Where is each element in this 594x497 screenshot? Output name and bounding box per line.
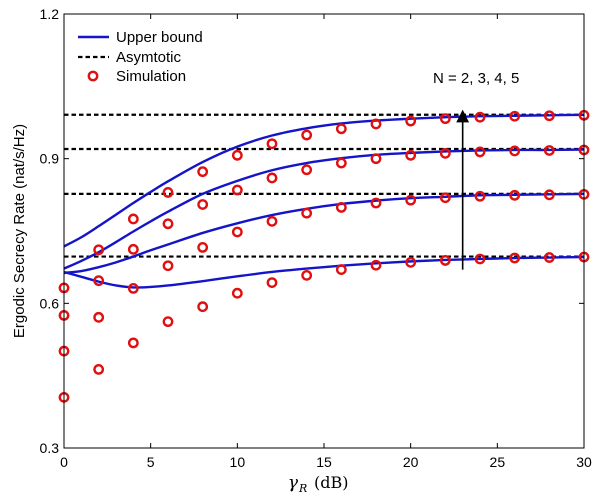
simulation-point: [439, 255, 451, 266]
simulation-point: [335, 201, 347, 213]
simulation-point: [231, 184, 243, 196]
simulation-point: [509, 189, 521, 201]
simulation-point: [405, 115, 417, 127]
y-tick-label: 0.3: [40, 440, 60, 456]
simulation-markers: [58, 109, 590, 403]
simulation-point: [509, 145, 521, 157]
x-axis-label-subscript: R: [298, 482, 307, 495]
upper-bound-curves: [64, 113, 584, 289]
asymptote-lines: [64, 113, 584, 258]
simulation-point: [474, 111, 486, 123]
simulation-point: [266, 277, 278, 288]
x-tick-label: 30: [576, 454, 592, 470]
upper-bound-curve-5: [64, 113, 584, 248]
simulation-point: [301, 269, 313, 281]
simulation-point: [231, 287, 243, 299]
simulation-point: [266, 138, 278, 150]
simulation-point: [370, 197, 382, 209]
annotation-text: N = 2, 3, 4, 5: [433, 70, 519, 87]
x-tick-label: 5: [147, 454, 155, 470]
simulation-point: [405, 256, 417, 268]
x-axis-label-unit: (dB): [314, 473, 348, 492]
simulation-point: [231, 149, 243, 161]
x-axis-label: γ R (dB): [288, 473, 349, 495]
simulation-point: [370, 153, 382, 165]
simulation-point: [301, 129, 313, 141]
x-tick-label: 15: [316, 454, 332, 470]
y-tick-label: 0.9: [40, 151, 60, 167]
simulation-point: [370, 259, 382, 271]
simulation-point: [439, 147, 451, 159]
simulation-point: [543, 189, 555, 201]
legend: Upper bound Asymtotic Simulation: [78, 29, 203, 85]
simulation-point: [474, 253, 486, 265]
simulation-point: [474, 146, 486, 158]
simulation-point: [162, 316, 174, 328]
annotation: N = 2, 3, 4, 5: [433, 70, 519, 270]
simulation-point: [127, 282, 139, 294]
simulation-point: [93, 275, 105, 287]
simulation-point: [266, 172, 278, 184]
simulation-point: [405, 194, 417, 206]
x-tick-label: 20: [403, 454, 419, 470]
simulation-point: [543, 110, 555, 122]
simulation-point: [301, 207, 313, 219]
simulation-point: [543, 252, 555, 263]
simulation-point: [197, 199, 209, 210]
y-axis-label: Ergodic Secrecy Rate (nat/s/Hz): [11, 124, 28, 338]
x-tick-label: 10: [230, 454, 246, 470]
simulation-point: [197, 166, 209, 178]
x-tick-label: 0: [60, 454, 68, 470]
y-tick-label: 0.6: [40, 295, 60, 311]
simulation-point: [231, 226, 243, 238]
simulation-point: [405, 149, 417, 161]
x-axis-label-symbol: γ: [288, 473, 299, 493]
legend-swatch-simulation: [87, 70, 99, 82]
simulation-point: [509, 252, 521, 264]
y-tick-label: 1.2: [40, 6, 60, 22]
simulation-point: [162, 187, 174, 198]
simulation-point: [197, 241, 209, 253]
simulation-point: [439, 192, 451, 204]
simulation-point: [197, 301, 209, 313]
simulation-point: [93, 311, 105, 323]
x-tick-label: 25: [490, 454, 506, 470]
simulation-point: [93, 244, 105, 256]
simulation-point: [162, 260, 174, 272]
simulation-point: [439, 113, 451, 125]
legend-label-upper-bound: Upper bound: [116, 29, 203, 46]
simulation-point: [370, 118, 382, 130]
legend-label-asymtotic: Asymtotic: [116, 49, 182, 66]
upper-bound-curve-4: [64, 148, 584, 270]
simulation-point: [266, 215, 278, 227]
simulation-point: [543, 145, 555, 156]
upper-bound-curve-3: [64, 192, 584, 275]
axis-ticks: 0 5 10 15 20 25 30 0.3 0.6 0.9 1.2: [40, 6, 592, 470]
upper-bound-curve-2: [64, 255, 584, 289]
simulation-point: [127, 243, 139, 255]
simulation-point: [301, 164, 313, 176]
simulation-point: [509, 110, 521, 122]
simulation-point: [93, 363, 105, 375]
legend-label-simulation: Simulation: [116, 68, 186, 85]
simulation-point: [474, 190, 486, 202]
simulation-point: [162, 218, 174, 230]
simulation-point: [127, 337, 139, 349]
simulation-point: [335, 157, 347, 169]
simulation-point: [127, 213, 139, 225]
simulation-point: [335, 123, 347, 135]
simulation-point: [335, 264, 347, 275]
